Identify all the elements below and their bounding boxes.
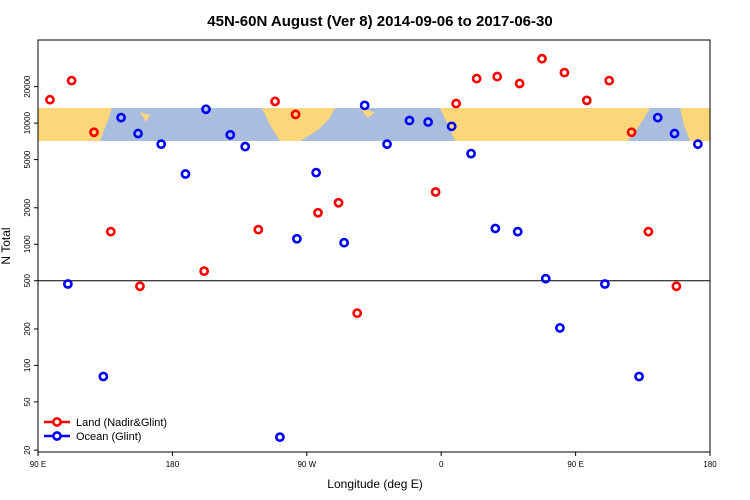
point: [634, 371, 644, 382]
x-tick-label: 90 E: [30, 460, 46, 469]
y-axis-label: N Total: [0, 227, 13, 264]
point: [359, 100, 370, 111]
point: [313, 207, 323, 218]
point: [559, 67, 570, 78]
point: [133, 128, 143, 139]
point: [600, 279, 610, 289]
point: [492, 71, 503, 82]
point: [275, 432, 285, 443]
x-tick-label: 180: [703, 460, 717, 469]
x-tick-label: 180: [166, 460, 180, 469]
legend-label: Ocean (Glint): [76, 431, 141, 443]
point: [652, 112, 663, 123]
point: [669, 128, 680, 139]
point: [135, 281, 145, 292]
point: [290, 109, 301, 120]
point: [156, 139, 167, 150]
point: [423, 117, 434, 127]
point: [240, 141, 251, 152]
legend-marker: [52, 417, 62, 427]
map-band: [38, 108, 710, 141]
y-tick-label: 10000: [23, 111, 32, 134]
x-tick-label: 90 W: [297, 460, 316, 469]
point: [404, 115, 415, 126]
y-tick-label: 20000: [23, 75, 32, 98]
plot-frame: [37, 39, 711, 453]
point: [311, 167, 322, 178]
y-tick-label: 50: [23, 397, 32, 406]
point: [466, 148, 476, 159]
point: [225, 129, 236, 140]
point: [45, 94, 55, 105]
point: [270, 96, 280, 107]
point: [89, 127, 99, 138]
point: [555, 323, 565, 333]
y-tick-label: 500: [23, 274, 32, 288]
point: [446, 121, 457, 132]
point: [471, 73, 482, 84]
point: [604, 75, 615, 86]
y-tick-label: 20: [23, 445, 32, 454]
point: [339, 237, 350, 248]
y-tick-label: 1000: [23, 235, 32, 253]
point: [199, 266, 210, 277]
point: [98, 371, 109, 382]
legend-marker: [52, 431, 62, 441]
point: [512, 226, 523, 237]
point: [201, 104, 211, 115]
point: [692, 139, 703, 150]
legend-label: Land (Nadir&Glint): [76, 417, 167, 429]
y-tick-label: 2000: [23, 198, 32, 216]
x-tick-label: 90 E: [567, 460, 583, 469]
point: [352, 308, 363, 319]
point: [62, 279, 73, 289]
point: [382, 139, 392, 150]
x-axis-label: Longitude (deg E): [327, 477, 422, 491]
point: [671, 281, 682, 292]
point: [643, 226, 654, 237]
point: [451, 98, 462, 109]
point: [490, 223, 501, 234]
point: [253, 224, 264, 235]
y-tick-label: 5000: [23, 150, 32, 168]
point: [66, 75, 77, 86]
point: [430, 187, 441, 197]
y-tick-label: 200: [23, 322, 32, 336]
point: [116, 112, 126, 123]
point: [105, 226, 116, 237]
point: [333, 197, 344, 208]
point: [292, 233, 302, 244]
point: [581, 95, 592, 106]
point: [537, 53, 547, 64]
x-tick-label: 0: [439, 460, 444, 469]
chart-title: 45N-60N August (Ver 8) 2014-09-06 to 201…: [207, 13, 552, 30]
y-tick-label: 100: [23, 358, 32, 372]
point: [540, 273, 551, 284]
point: [514, 78, 525, 89]
point: [626, 127, 637, 138]
point: [180, 169, 191, 179]
